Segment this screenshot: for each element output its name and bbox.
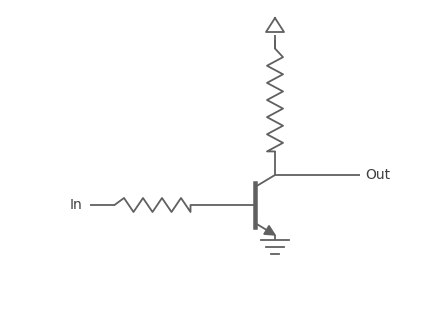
- Text: Out: Out: [365, 168, 390, 182]
- Text: In: In: [70, 198, 83, 212]
- Polygon shape: [264, 225, 275, 235]
